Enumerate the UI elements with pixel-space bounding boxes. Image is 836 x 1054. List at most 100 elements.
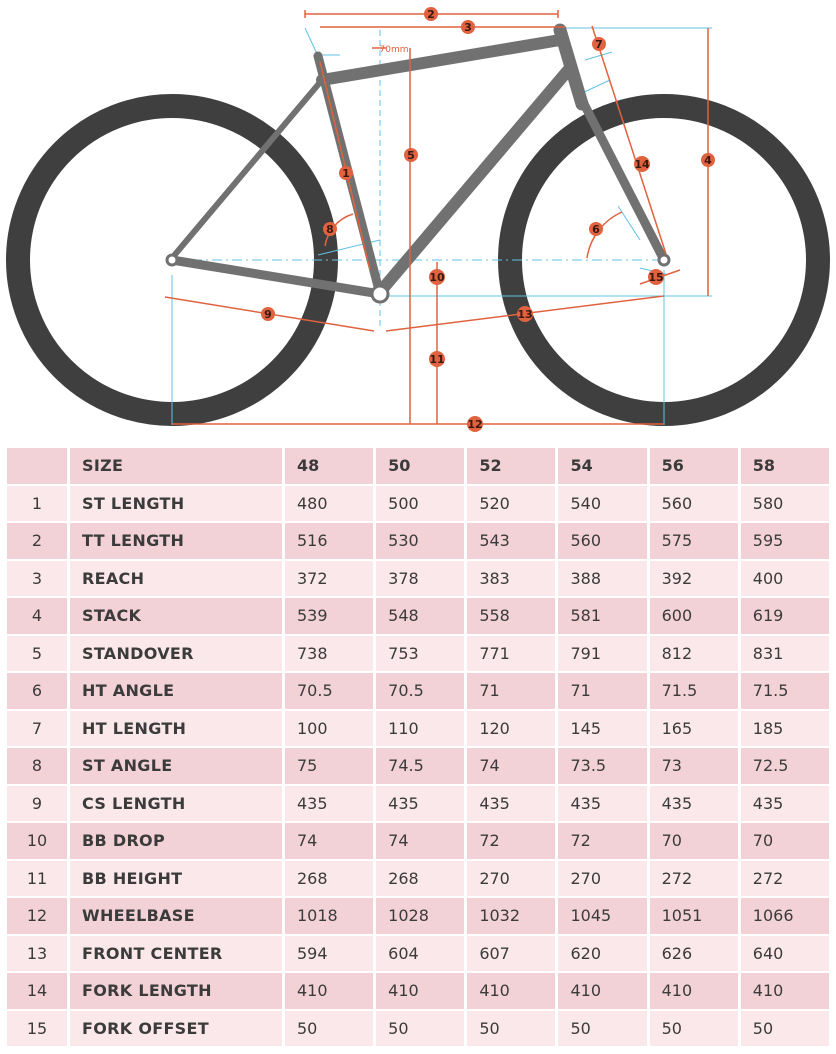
table-row: 6 HT ANGLE 70.5 70.5 71 71 71.5 71.5 xyxy=(7,673,829,709)
row-number: 7 xyxy=(7,710,67,746)
row-value: 372 xyxy=(285,560,374,596)
row-label: STACK xyxy=(70,598,282,634)
row-number: 2 xyxy=(7,523,67,559)
row-value: 604 xyxy=(376,935,465,971)
row-value: 74.5 xyxy=(376,748,465,784)
row-value: 1032 xyxy=(467,898,556,934)
table-row: 2 TT LENGTH 516 530 543 560 575 595 xyxy=(7,523,829,559)
row-value: 435 xyxy=(285,785,374,821)
row-value: 72.5 xyxy=(740,748,829,784)
row-number: 3 xyxy=(7,560,67,596)
marker-15: 15 xyxy=(648,269,664,285)
row-value: 558 xyxy=(467,598,556,634)
marker-label: 6 xyxy=(592,223,600,236)
row-number: 8 xyxy=(7,748,67,784)
marker-label: 4 xyxy=(704,154,712,167)
row-value: 50 xyxy=(649,1010,738,1046)
row-value: 74 xyxy=(376,823,465,859)
marker-6: 6 xyxy=(589,222,603,236)
header-size-value: 52 xyxy=(467,448,556,484)
row-label: FRONT CENTER xyxy=(70,935,282,971)
marker-11: 11 xyxy=(429,351,445,367)
row-value: 480 xyxy=(285,485,374,521)
row-value: 268 xyxy=(376,860,465,896)
row-value: 626 xyxy=(649,935,738,971)
row-label: FORK LENGTH xyxy=(70,973,282,1009)
row-value: 74 xyxy=(285,823,374,859)
row-label: HT LENGTH xyxy=(70,710,282,746)
row-value: 71.5 xyxy=(740,673,829,709)
row-value: 71.5 xyxy=(649,673,738,709)
row-value: 110 xyxy=(376,710,465,746)
chain-stay xyxy=(167,255,385,299)
row-value: 620 xyxy=(558,935,647,971)
marker-5: 5 xyxy=(404,148,418,162)
table-row: 13 FRONT CENTER 594 604 607 620 626 640 xyxy=(7,935,829,971)
front-axle xyxy=(657,253,671,267)
row-value: 500 xyxy=(376,485,465,521)
row-value: 120 xyxy=(467,710,556,746)
marker-4: 4 xyxy=(701,153,715,167)
header-size-label: SIZE xyxy=(70,448,282,484)
row-number: 14 xyxy=(7,973,67,1009)
geometry-table-body: SIZE 48 50 52 54 56 58 1 ST LENGTH 480 500 520 540 56… xyxy=(7,448,829,1046)
row-label: CS LENGTH xyxy=(70,785,282,821)
bike-frame xyxy=(167,23,669,299)
marker-13: 13 xyxy=(517,306,533,322)
row-value: 594 xyxy=(285,935,374,971)
row-value: 539 xyxy=(285,598,374,634)
row-value: 272 xyxy=(740,860,829,896)
row-value: 410 xyxy=(285,973,374,1009)
table-header-row: SIZE 48 50 52 54 56 58 xyxy=(7,448,829,484)
header-corner xyxy=(7,448,67,484)
row-value: 1018 xyxy=(285,898,374,934)
row-value: 1051 xyxy=(649,898,738,934)
row-number: 12 xyxy=(7,898,67,934)
table-row: 10 BB DROP 74 74 72 72 70 70 xyxy=(7,823,829,859)
marker-label: 1 xyxy=(342,167,350,180)
marker-label: 2 xyxy=(427,8,435,21)
bottom-bracket xyxy=(370,284,390,304)
row-value: 75 xyxy=(285,748,374,784)
table-row: 5 STANDOVER 738 753 771 791 812 831 xyxy=(7,635,829,671)
table-row: 7 HT LENGTH 100 110 120 145 165 185 xyxy=(7,710,829,746)
row-value: 50 xyxy=(376,1010,465,1046)
marker-label: 12 xyxy=(467,418,482,431)
header-size-value: 56 xyxy=(649,448,738,484)
row-value: 543 xyxy=(467,523,556,559)
row-value: 435 xyxy=(376,785,465,821)
fork xyxy=(577,95,669,265)
table-row: 14 FORK LENGTH 410 410 410 410 410 410 xyxy=(7,973,829,1009)
marker-9: 9 xyxy=(261,307,275,321)
row-value: 435 xyxy=(649,785,738,821)
row-number: 4 xyxy=(7,598,67,634)
row-value: 607 xyxy=(467,935,556,971)
table-row: 3 REACH 372 378 383 388 392 400 xyxy=(7,560,829,596)
marker-label: 15 xyxy=(648,271,663,284)
row-label: TT LENGTH xyxy=(70,523,282,559)
row-value: 600 xyxy=(649,598,738,634)
row-number: 5 xyxy=(7,635,67,671)
table-row: 8 ST ANGLE 75 74.5 74 73.5 73 72.5 xyxy=(7,748,829,784)
row-value: 378 xyxy=(376,560,465,596)
row-value: 50 xyxy=(558,1010,647,1046)
row-value: 812 xyxy=(649,635,738,671)
marker-label: 8 xyxy=(326,223,334,236)
row-value: 270 xyxy=(467,860,556,896)
row-value: 435 xyxy=(467,785,556,821)
row-value: 580 xyxy=(740,485,829,521)
header-size-value: 48 xyxy=(285,448,374,484)
row-value: 70.5 xyxy=(285,673,374,709)
marker-label: 10 xyxy=(429,271,445,284)
row-value: 50 xyxy=(285,1010,374,1046)
row-number: 15 xyxy=(7,1010,67,1046)
row-value: 738 xyxy=(285,635,374,671)
row-value: 272 xyxy=(649,860,738,896)
row-value: 71 xyxy=(467,673,556,709)
row-value: 410 xyxy=(558,973,647,1009)
geometry-table: SIZE 48 50 52 54 56 58 1 ST LENGTH 480 500 520 540 56… xyxy=(4,446,832,1048)
marker-label: 11 xyxy=(429,353,444,366)
row-value: 1045 xyxy=(558,898,647,934)
bike-geometry-diagram: 1 2 3 4 5 6 7 8 9 10 11 12 13 14 15 70mm xyxy=(6,7,830,432)
table-row: 12 WHEELBASE 1018 1028 1032 1045 1051 1066 xyxy=(7,898,829,934)
